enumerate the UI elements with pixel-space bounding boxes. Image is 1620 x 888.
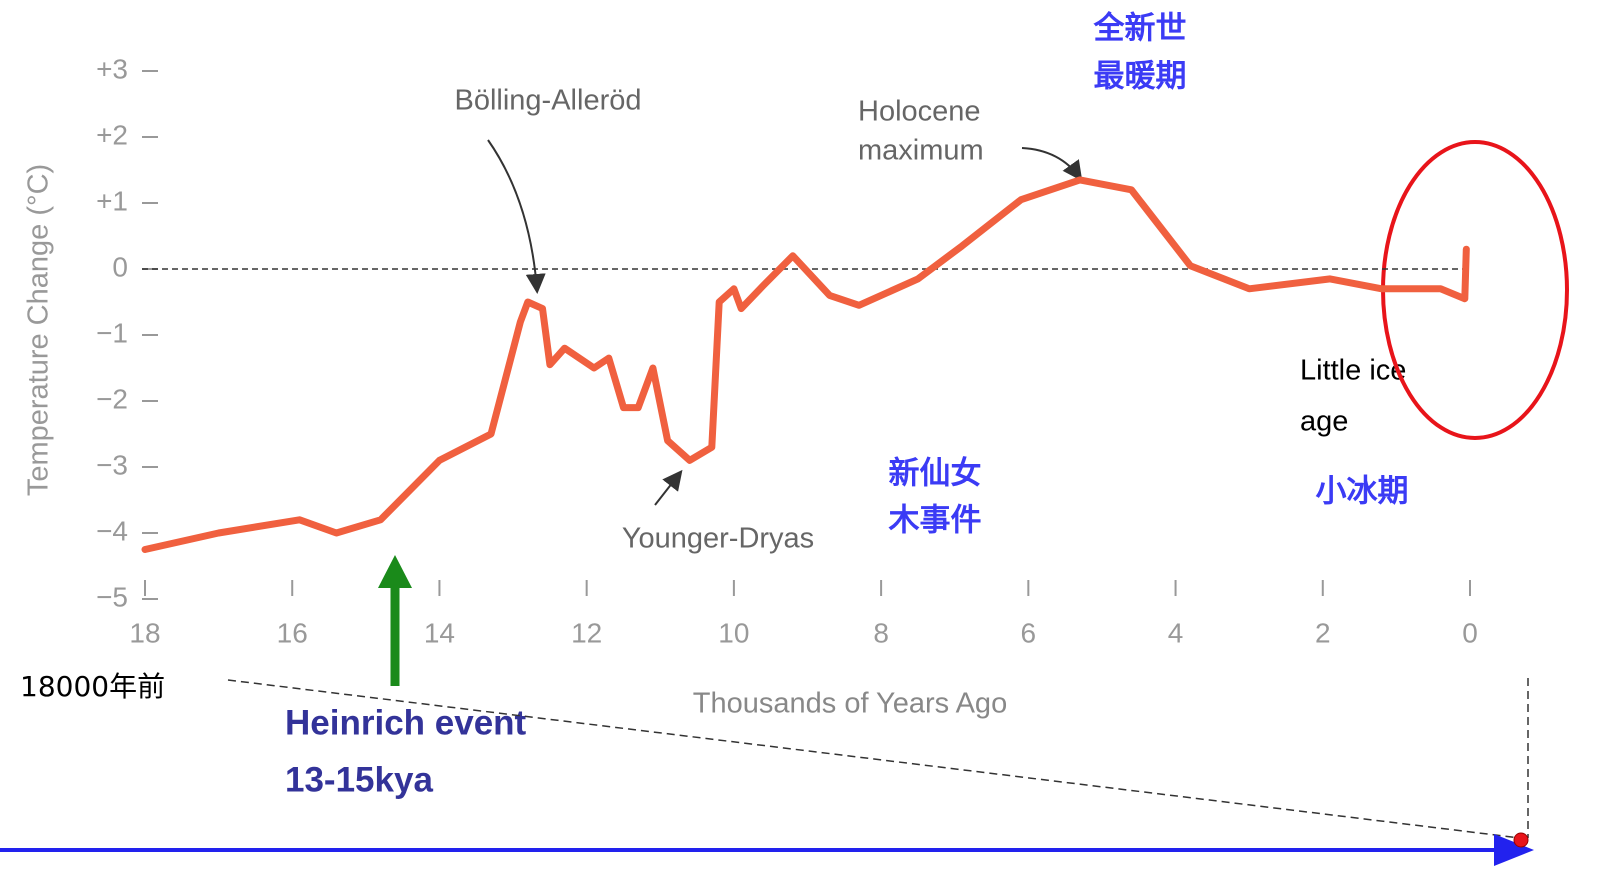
temperature-line [141, 176, 1470, 553]
y-tick-label: +3 [96, 53, 128, 84]
annotation: 全新世 [1093, 11, 1187, 47]
x-tick-label: 6 [1021, 617, 1037, 648]
dashed-line [227, 679, 1521, 839]
annotation: 小冰期 [1316, 474, 1409, 510]
pointer-arrow [654, 469, 683, 506]
x-tick-label: 12 [571, 617, 602, 648]
x-tick-label: 2 [1315, 617, 1331, 648]
annotation: Younger-Dryas [622, 523, 814, 555]
x-tick-label: 16 [277, 617, 308, 648]
pointer-arrow [1021, 147, 1083, 182]
green-arrow-head [378, 555, 412, 588]
annotation: Heinrich event [285, 703, 527, 742]
y-tick-label: +2 [96, 119, 128, 150]
annotation: Holocene [858, 96, 981, 128]
annotation: Little ice [1300, 355, 1406, 387]
y-tick-label: 0 [112, 251, 128, 282]
annotation: age [1300, 406, 1348, 438]
x-axis-title: Thousands of Years Ago [693, 688, 1007, 720]
y-tick-label: −2 [96, 383, 128, 414]
y-tick-label: −4 [96, 515, 128, 546]
annotation: 新仙女 [889, 456, 982, 492]
annotation: maximum [858, 135, 984, 167]
x-tick-label: 14 [424, 617, 455, 648]
y-tick-label: +1 [96, 185, 128, 216]
y-axis-title: Temperature Change (°C) [23, 164, 55, 496]
x-tick-label: 0 [1462, 617, 1478, 648]
annotation: 最暖期 [1094, 59, 1187, 95]
annotation: 13-15kya [285, 760, 433, 799]
y-tick-label: −5 [96, 581, 128, 612]
y-tick-label: −3 [96, 449, 128, 480]
y-tick-label: −1 [96, 317, 128, 348]
annotation: 木事件 [888, 503, 982, 539]
annotation: Bölling-Alleröd [455, 85, 642, 117]
annotation: 18000年前 [20, 670, 165, 703]
x-tick-label: 10 [718, 617, 749, 648]
x-tick-label: 4 [1168, 617, 1184, 648]
x-tick-label: 18 [129, 617, 160, 648]
present-dot [1513, 832, 1529, 848]
x-tick-label: 8 [873, 617, 889, 648]
pointer-arrow [487, 139, 546, 294]
